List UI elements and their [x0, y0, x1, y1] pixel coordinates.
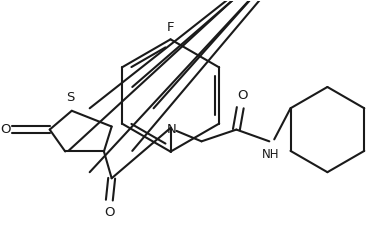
Text: O: O [104, 206, 114, 219]
Text: O: O [0, 123, 11, 136]
Text: S: S [67, 91, 75, 104]
Text: N: N [167, 124, 176, 136]
Text: NH: NH [261, 148, 279, 161]
Text: O: O [237, 89, 247, 102]
Text: F: F [167, 21, 174, 34]
